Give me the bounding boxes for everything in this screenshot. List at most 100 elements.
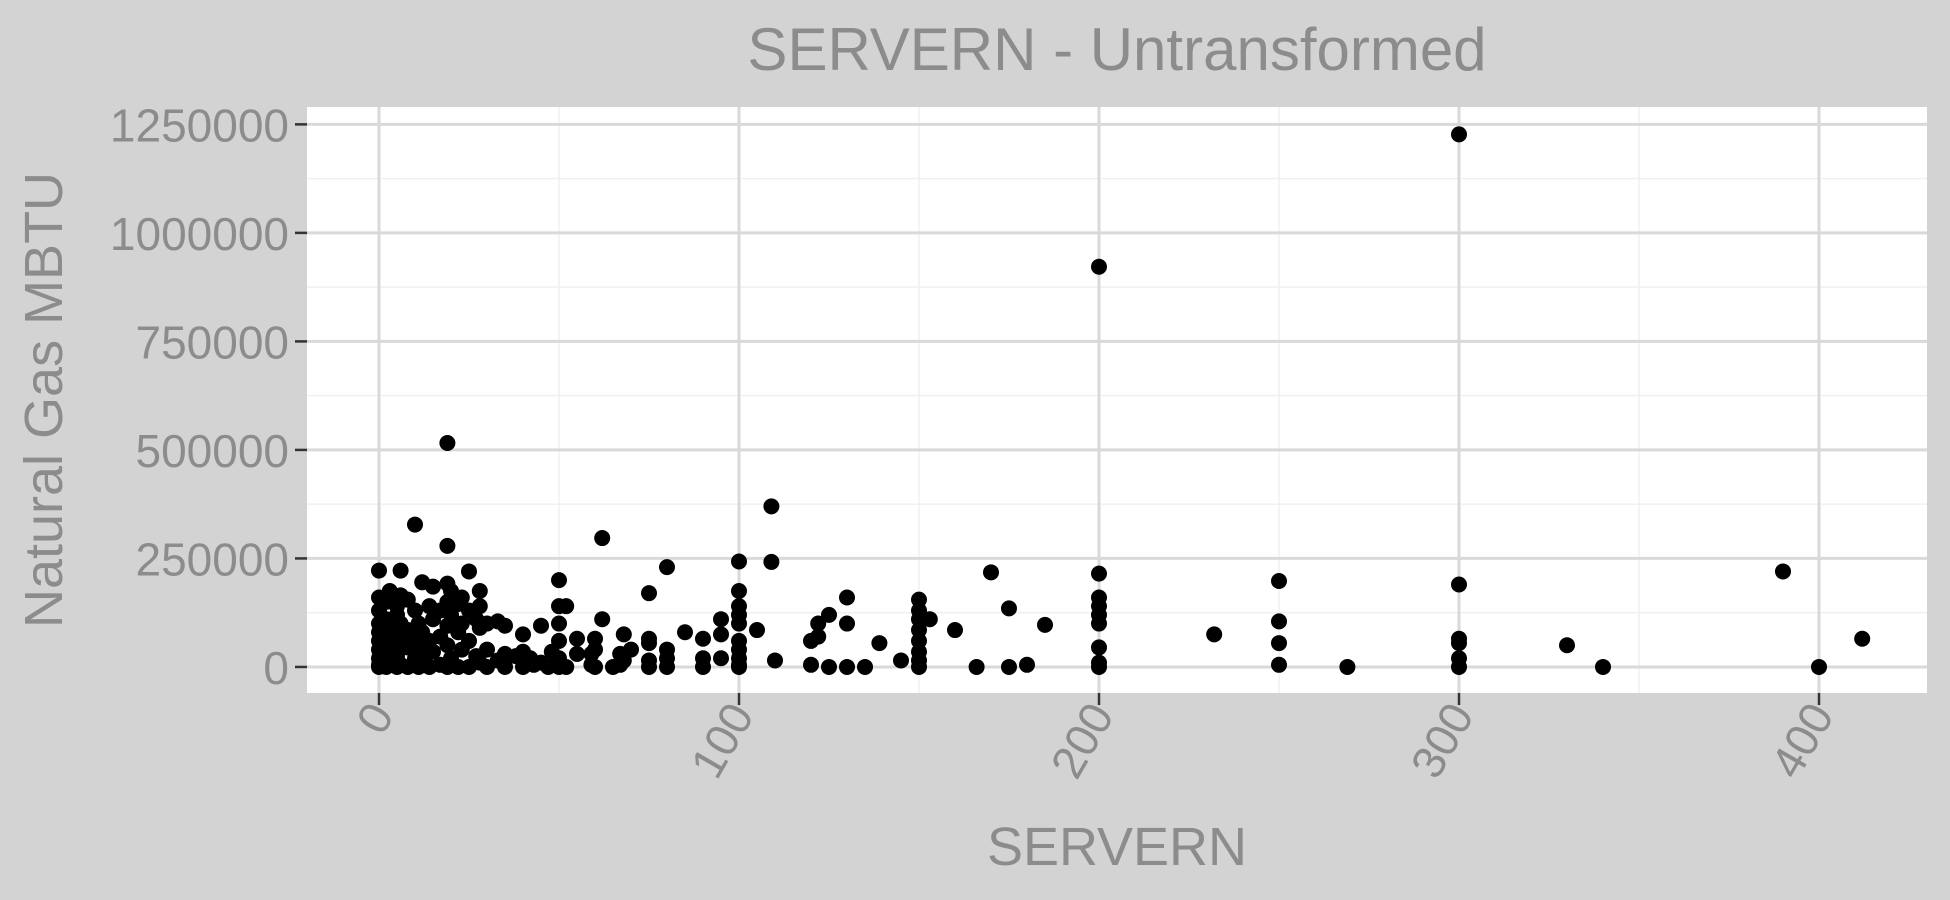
data-point xyxy=(1206,626,1223,643)
data-point xyxy=(533,617,549,634)
data-point xyxy=(594,611,611,628)
data-point xyxy=(767,652,783,669)
y-axis-label: Natural Gas MBTU xyxy=(14,172,74,628)
data-point xyxy=(1091,258,1107,275)
data-point xyxy=(1271,573,1287,590)
data-point xyxy=(425,643,441,660)
data-point xyxy=(587,658,603,675)
data-point xyxy=(461,563,477,580)
data-points xyxy=(371,126,1871,675)
data-point xyxy=(407,602,423,619)
data-point xyxy=(425,578,441,595)
data-point xyxy=(551,572,567,589)
data-point xyxy=(558,598,575,615)
data-point xyxy=(803,656,819,673)
data-point xyxy=(763,553,780,570)
data-point xyxy=(947,622,963,639)
data-point xyxy=(911,658,927,675)
data-point xyxy=(587,641,603,658)
data-point xyxy=(968,658,985,675)
data-point xyxy=(1451,576,1467,593)
data-point xyxy=(1595,658,1611,675)
data-point xyxy=(453,615,470,632)
data-point xyxy=(659,658,675,675)
data-point xyxy=(515,626,531,643)
data-point xyxy=(1271,635,1287,652)
x-tick-label: 300 xyxy=(1400,694,1483,786)
data-point xyxy=(1854,630,1871,647)
data-point xyxy=(821,658,837,675)
data-point xyxy=(749,622,765,639)
data-point xyxy=(731,615,747,632)
data-point xyxy=(1339,658,1356,675)
data-point xyxy=(641,635,657,652)
data-point xyxy=(763,498,780,515)
data-point xyxy=(839,589,855,606)
data-point xyxy=(1037,616,1053,633)
data-point xyxy=(623,641,639,658)
chart-title: SERVERN - Untransformed xyxy=(747,16,1486,83)
data-point xyxy=(1091,565,1107,582)
data-point xyxy=(641,658,657,675)
data-point xyxy=(1811,658,1827,675)
data-point xyxy=(871,635,888,652)
data-point xyxy=(1271,656,1287,673)
data-point xyxy=(392,562,409,579)
data-point xyxy=(1001,600,1017,617)
data-point xyxy=(439,537,456,554)
data-point xyxy=(439,637,456,654)
data-point xyxy=(821,606,837,623)
data-point xyxy=(839,658,855,675)
x-tick-label: 200 xyxy=(1040,694,1123,786)
data-point xyxy=(1559,637,1575,654)
data-point xyxy=(371,562,387,579)
data-point xyxy=(731,582,747,599)
data-point xyxy=(1091,615,1107,632)
data-point xyxy=(921,611,938,628)
data-point xyxy=(695,658,711,675)
data-point xyxy=(810,615,827,632)
data-point xyxy=(551,615,567,632)
y-tick-label: 1250000 xyxy=(110,99,289,151)
data-point xyxy=(857,658,873,675)
data-point xyxy=(731,658,747,675)
data-point xyxy=(551,632,567,649)
y-tick-label: 1000000 xyxy=(110,208,289,260)
data-point xyxy=(713,650,729,667)
data-point xyxy=(983,564,999,581)
data-point xyxy=(1775,563,1791,580)
data-point xyxy=(439,434,456,451)
x-tick-label: 400 xyxy=(1760,694,1843,786)
data-point xyxy=(1091,639,1107,656)
data-point xyxy=(569,630,585,647)
data-point xyxy=(839,615,855,632)
data-point xyxy=(713,626,729,643)
data-point xyxy=(615,626,632,643)
y-tick-label: 0 xyxy=(263,642,289,694)
data-point xyxy=(497,617,513,634)
data-point xyxy=(1091,658,1107,675)
data-point xyxy=(731,553,747,570)
data-point xyxy=(1271,613,1287,630)
data-point xyxy=(558,658,575,675)
data-point xyxy=(1001,658,1017,675)
data-point xyxy=(453,589,470,606)
y-tick-label: 250000 xyxy=(136,533,290,585)
data-point xyxy=(713,611,729,628)
data-point xyxy=(569,645,585,662)
data-point xyxy=(407,516,423,533)
data-point xyxy=(1019,656,1035,673)
x-tick-label: 0 xyxy=(346,694,404,742)
grid-lines xyxy=(307,107,1927,693)
data-point xyxy=(461,632,477,649)
y-tick-label: 500000 xyxy=(136,425,290,477)
x-tick-label: 100 xyxy=(680,694,763,786)
data-point xyxy=(1451,658,1467,675)
plot-panel xyxy=(307,107,1927,693)
data-point xyxy=(695,630,711,647)
data-point xyxy=(471,582,488,599)
data-point xyxy=(1451,126,1467,143)
data-point xyxy=(641,585,657,602)
